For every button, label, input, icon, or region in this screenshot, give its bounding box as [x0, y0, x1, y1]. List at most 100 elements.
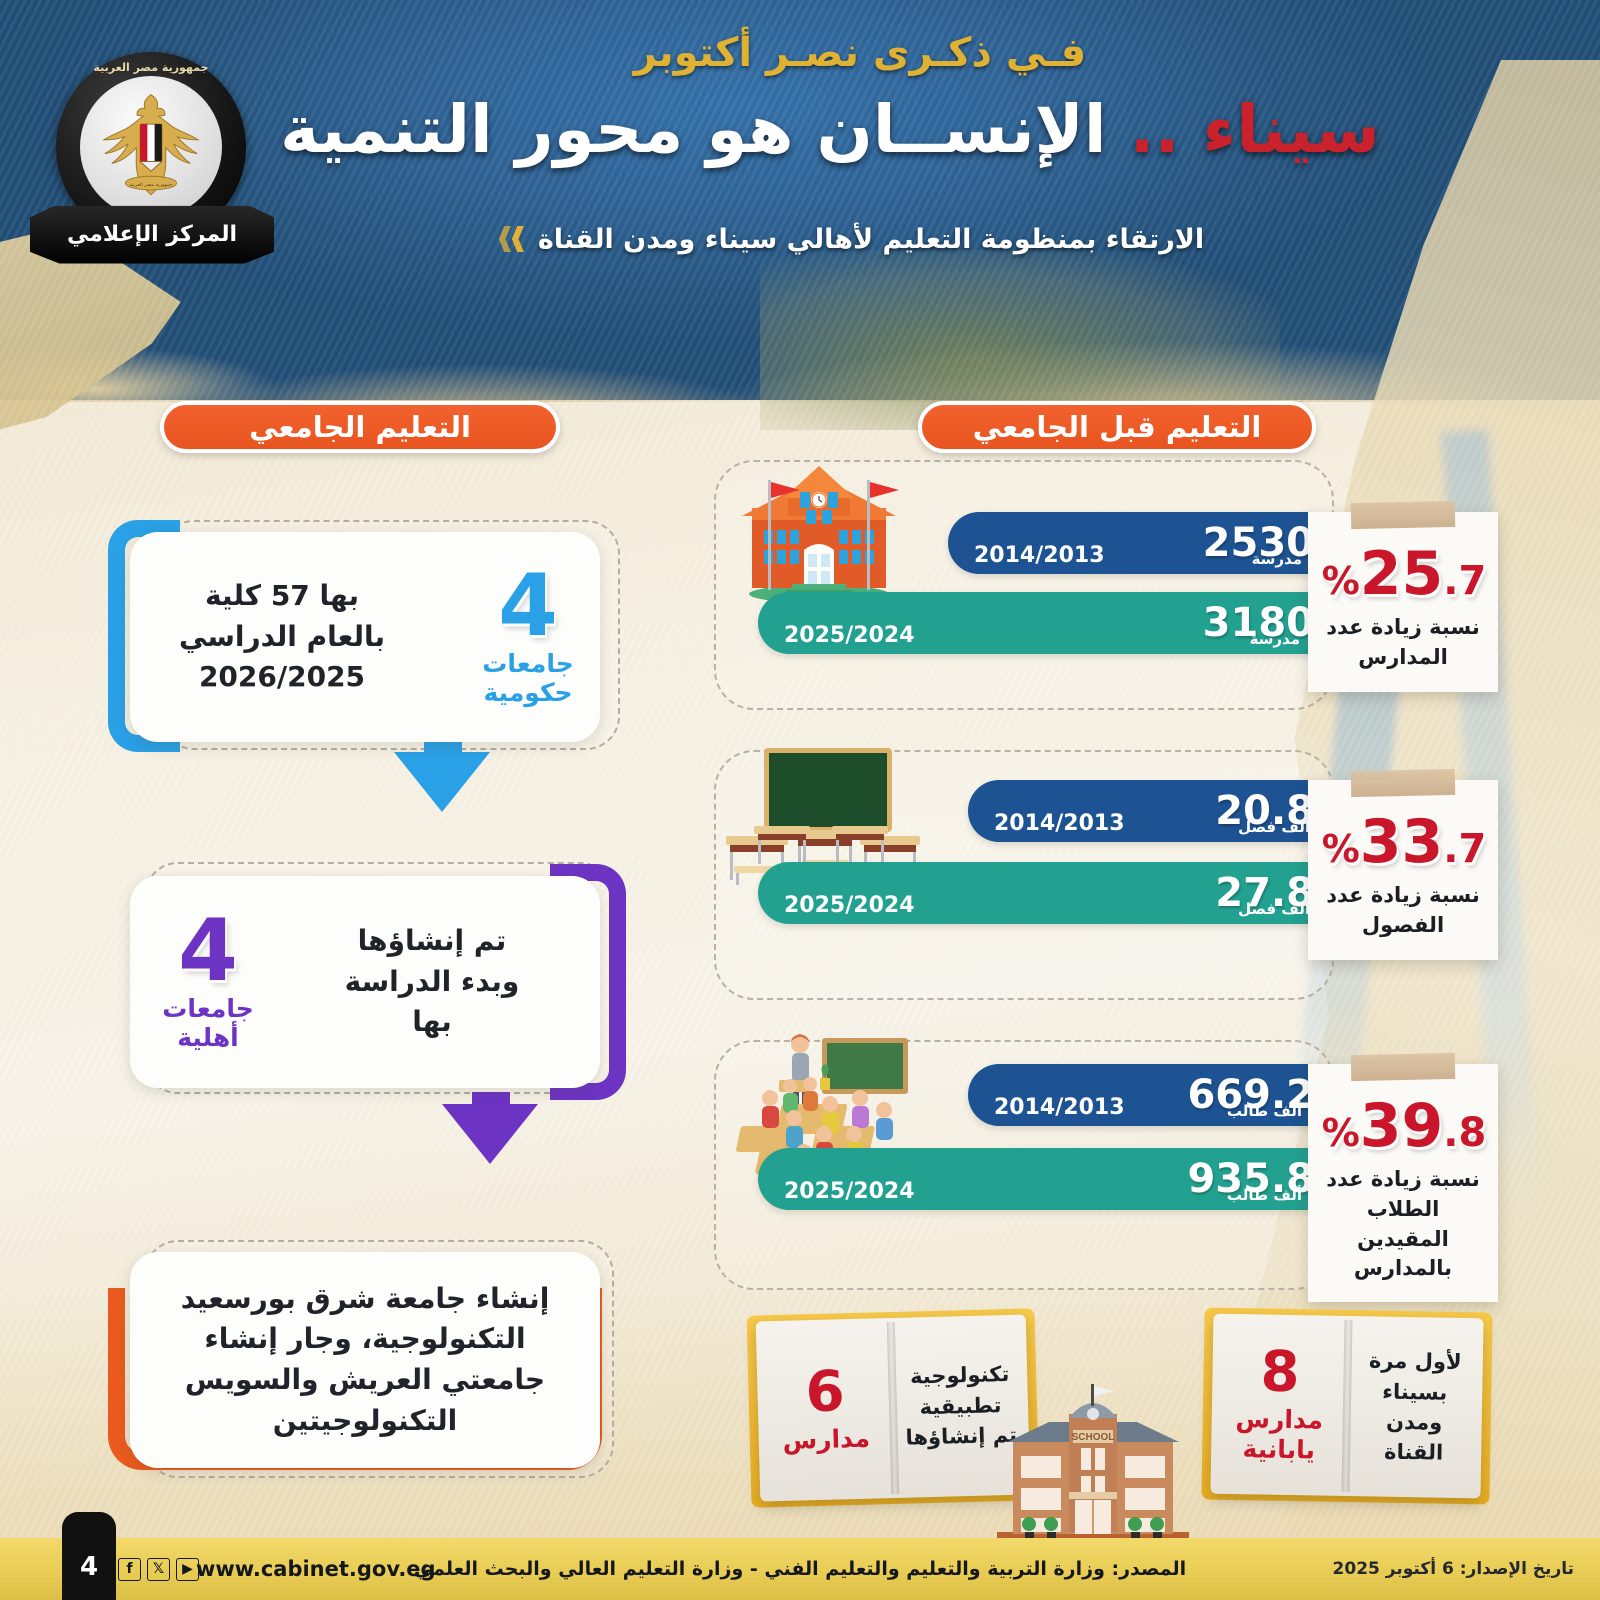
bar-classes-2024-unit: ألف فصل — [1238, 900, 1310, 918]
growth-badge-students-percent: % 39 .8 — [1321, 1091, 1487, 1161]
growth-badge-classes: % 33 .7 نسبة زيادة عدد الفصول — [1308, 768, 1498, 960]
university-card-government: 4 جامعات حكومية بها 57 كلية بالعام الدرا… — [130, 532, 600, 742]
university-card-1-body: بها 57 كلية بالعام الدراسي 2026/2025 — [179, 579, 385, 694]
book-half-number: 6 مدارس — [756, 1318, 896, 1501]
bar-students-2024-year: 2025/2024 — [784, 1179, 915, 1204]
growth-badge-schools-caption: نسبة زيادة عدد المدارس — [1326, 615, 1480, 669]
bar-schools-2013-value: 2530 — [1202, 520, 1314, 566]
bar-students-2013: 669.2 ألف طالب 2014/2013 — [968, 1064, 1344, 1126]
logo-arc-top-text: جمهورية مصر العربية — [93, 61, 209, 74]
tape-strip-icon — [1350, 768, 1456, 798]
footer-website[interactable]: www.cabinet.gov.eg — [196, 1557, 436, 1581]
header: فـي ذكـرى نصـر أكتوبر سيناء .. الإنســان… — [0, 0, 1600, 300]
footer-source: المصدر: وزارة التربية والتعليم والتعليم … — [413, 1558, 1187, 1580]
bar-students-2013-value: 669.2 — [1187, 1072, 1314, 1118]
growth-badge-classes-percent: % 33 .7 — [1321, 807, 1487, 877]
book-card-applied-technology: تكنولوجية تطبيقية تم إنشاؤها 6 مدارس — [746, 1308, 1040, 1508]
bar-classes-2024-year: 2025/2024 — [784, 893, 915, 918]
footer: تاريخ الإصدار: 6 أكتوبر 2025 المصدر: وزا… — [0, 1512, 1600, 1600]
bar-classes-2013-year: 2014/2013 — [994, 811, 1125, 836]
university-card-1-number: 4 — [498, 555, 558, 656]
bar-schools-2024-value: 3180 — [1202, 600, 1314, 646]
book-content: تكنولوجية تطبيقية تم إنشاؤها 6 مدارس — [756, 1314, 1031, 1501]
cabinet-media-center-logo: جمهورية مصر العربية رئاسة مجلس الوزراء ج… — [28, 52, 278, 290]
classroom-students-icon — [736, 1034, 908, 1188]
tape-strip-icon — [1350, 1052, 1456, 1082]
school-building-icon — [742, 466, 899, 603]
growth-decimal: .7 — [1443, 558, 1487, 604]
header-kicker: فـي ذكـرى نصـر أكتوبر — [633, 30, 1087, 76]
facebook-icon[interactable]: f — [118, 1557, 141, 1581]
section-pill-pre-university-label: التعليم قبل الجامعي — [972, 410, 1262, 444]
bar-schools-2024-unit: مدرسة — [1249, 630, 1300, 648]
section-pill-university-label: التعليم الجامعي — [249, 410, 471, 444]
bar-schools-2024-year: 2025/2024 — [784, 623, 915, 648]
stat-block-students: 669.2 ألف طالب 2014/2013 935.8 ألف طالب … — [700, 1030, 1520, 1303]
header-subtitle-row: الارتقاء بمنظومة التعليم لأهالي سيناء وم… — [430, 222, 1270, 256]
bar-schools-2013-year: 2014/2013 — [974, 543, 1105, 568]
growth-decimal: .7 — [1443, 826, 1487, 872]
book-2-number-label: مدارس يابانية — [1235, 1404, 1324, 1465]
stat-block-classes: 20.8 ألف فصل 2014/2013 27.8 ألف فصل 2025… — [700, 740, 1520, 1010]
growth-integer: 39 — [1359, 1091, 1444, 1161]
pre-university-education-column: 2530 مدرسة 2014/2013 3180 مدرسة 2025/202… — [700, 450, 1520, 1330]
section-pill-university: التعليم الجامعي — [160, 401, 560, 453]
bar-schools-2013-unit: مدرسة — [1251, 550, 1302, 568]
sinai-terrain — [760, 250, 1280, 430]
bar-students-2024: 935.8 ألف طالب 2025/2024 — [758, 1148, 1344, 1210]
page-number-badge: 4 — [62, 1512, 116, 1600]
book-card-japanese-schools: لأول مرة بسيناء ومدن القناة 8 مدارس يابا… — [1201, 1307, 1493, 1505]
university-card-3-body: إنشاء جامعة شرق بورسعيد التكنولوجية، وجا… — [180, 1281, 550, 1437]
x-twitter-icon[interactable]: 𝕏 — [147, 1557, 170, 1581]
university-card-private: تم إنشاؤها وبدء الدراسة بها 4 جامعات أهل… — [130, 876, 600, 1088]
mediterranean-sea-backdrop — [0, 0, 1600, 402]
growth-integer: 25 — [1359, 539, 1444, 609]
logo-banner-text: المركز الإعلامي — [66, 221, 238, 247]
egypt-eagle-of-saladin-icon: جمهورية مصر العربية — [102, 94, 200, 196]
percent-symbol: % — [1321, 1111, 1360, 1155]
growth-integer: 33 — [1359, 807, 1444, 877]
page-title-rest: الإنســان هو محور التنمية — [280, 91, 1107, 168]
footer-release-date: تاريخ الإصدار: 6 أكتوبر 2025 — [1332, 1559, 1574, 1579]
card-number-block: 4 جامعات أهلية — [130, 900, 280, 1053]
growth-decimal: .8 — [1443, 1110, 1487, 1156]
book-1-number-label: مدارس — [782, 1423, 871, 1455]
page-title-highlight: سيناء .. — [1129, 91, 1380, 168]
youtube-icon[interactable]: ▶ — [176, 1557, 199, 1581]
university-card-2-number: 4 — [178, 900, 238, 1001]
book-half-number: 8 مدارس يابانية — [1210, 1314, 1348, 1496]
bar-classes-2024: 27.8 ألف فصل 2025/2024 — [758, 862, 1344, 924]
book-half-text: لأول مرة بسيناء ومدن القناة — [1345, 1316, 1483, 1498]
growth-badge-schools: % 25 .7 نسبة زيادة عدد المدارس — [1308, 500, 1498, 692]
university-education-column: 4 جامعات حكومية بها 57 كلية بالعام الدرا… — [100, 480, 640, 1480]
school-building-bottom-icon: SCHOOL — [997, 1384, 1189, 1542]
bar-schools-2013: 2530 مدرسة 2014/2013 — [948, 512, 1344, 574]
growth-badge-schools-percent: % 25 .7 — [1321, 539, 1487, 609]
bar-schools-2024: 3180 مدرسة 2025/2024 — [758, 592, 1344, 654]
book-2-text: لأول مرة بسيناء ومدن القناة — [1368, 1348, 1462, 1466]
section-pill-pre-university: التعليم قبل الجامعي — [918, 401, 1316, 453]
logo-banner: المركز الإعلامي — [30, 205, 274, 264]
page-title: سيناء .. الإنســان هو محور التنمية — [270, 90, 1390, 171]
bar-classes-2013-unit: ألف فصل — [1238, 818, 1310, 836]
stat-block-schools: 2530 مدرسة 2014/2013 3180 مدرسة 2025/202… — [700, 450, 1520, 720]
footer-social-links[interactable]: f 𝕏 ▶ — [118, 1557, 199, 1581]
bar-classes-2013-value: 20.8 — [1215, 788, 1314, 834]
growth-badge-students-caption: نسبة زيادة عدد الطلاب المقيدين بالمدارس — [1326, 1167, 1480, 1281]
university-card-1-number-label: جامعات حكومية — [482, 648, 574, 707]
university-card-2-number-label: جامعات أهلية — [162, 993, 254, 1052]
chevron-left-icon — [496, 222, 524, 256]
bar-students-2024-value: 935.8 — [1187, 1156, 1314, 1202]
book-content: لأول مرة بسيناء ومدن القناة 8 مدارس يابا… — [1210, 1314, 1483, 1499]
tape-strip-icon — [1350, 500, 1456, 530]
bar-students-2013-year: 2014/2013 — [994, 1095, 1125, 1120]
logo-disc: جمهورية مصر العربية — [80, 76, 222, 218]
percent-symbol: % — [1321, 559, 1360, 603]
svg-text:SCHOOL: SCHOOL — [1072, 1432, 1115, 1443]
growth-badge-classes-caption: نسبة زيادة عدد الفصول — [1326, 883, 1480, 937]
university-card-technological: إنشاء جامعة شرق بورسعيد التكنولوجية، وجا… — [130, 1252, 600, 1468]
percent-symbol: % — [1321, 827, 1360, 871]
university-card-2-body: تم إنشاؤها وبدء الدراسة بها — [344, 924, 520, 1039]
arrow-down-blue-icon — [394, 752, 490, 812]
